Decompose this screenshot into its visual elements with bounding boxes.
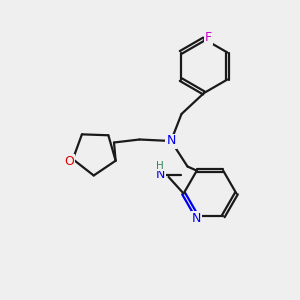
Text: N: N: [166, 134, 176, 148]
Text: N: N: [155, 168, 165, 181]
Text: H: H: [156, 160, 164, 171]
Text: O: O: [64, 155, 74, 168]
Text: F: F: [205, 31, 212, 44]
Text: N: N: [192, 212, 202, 225]
